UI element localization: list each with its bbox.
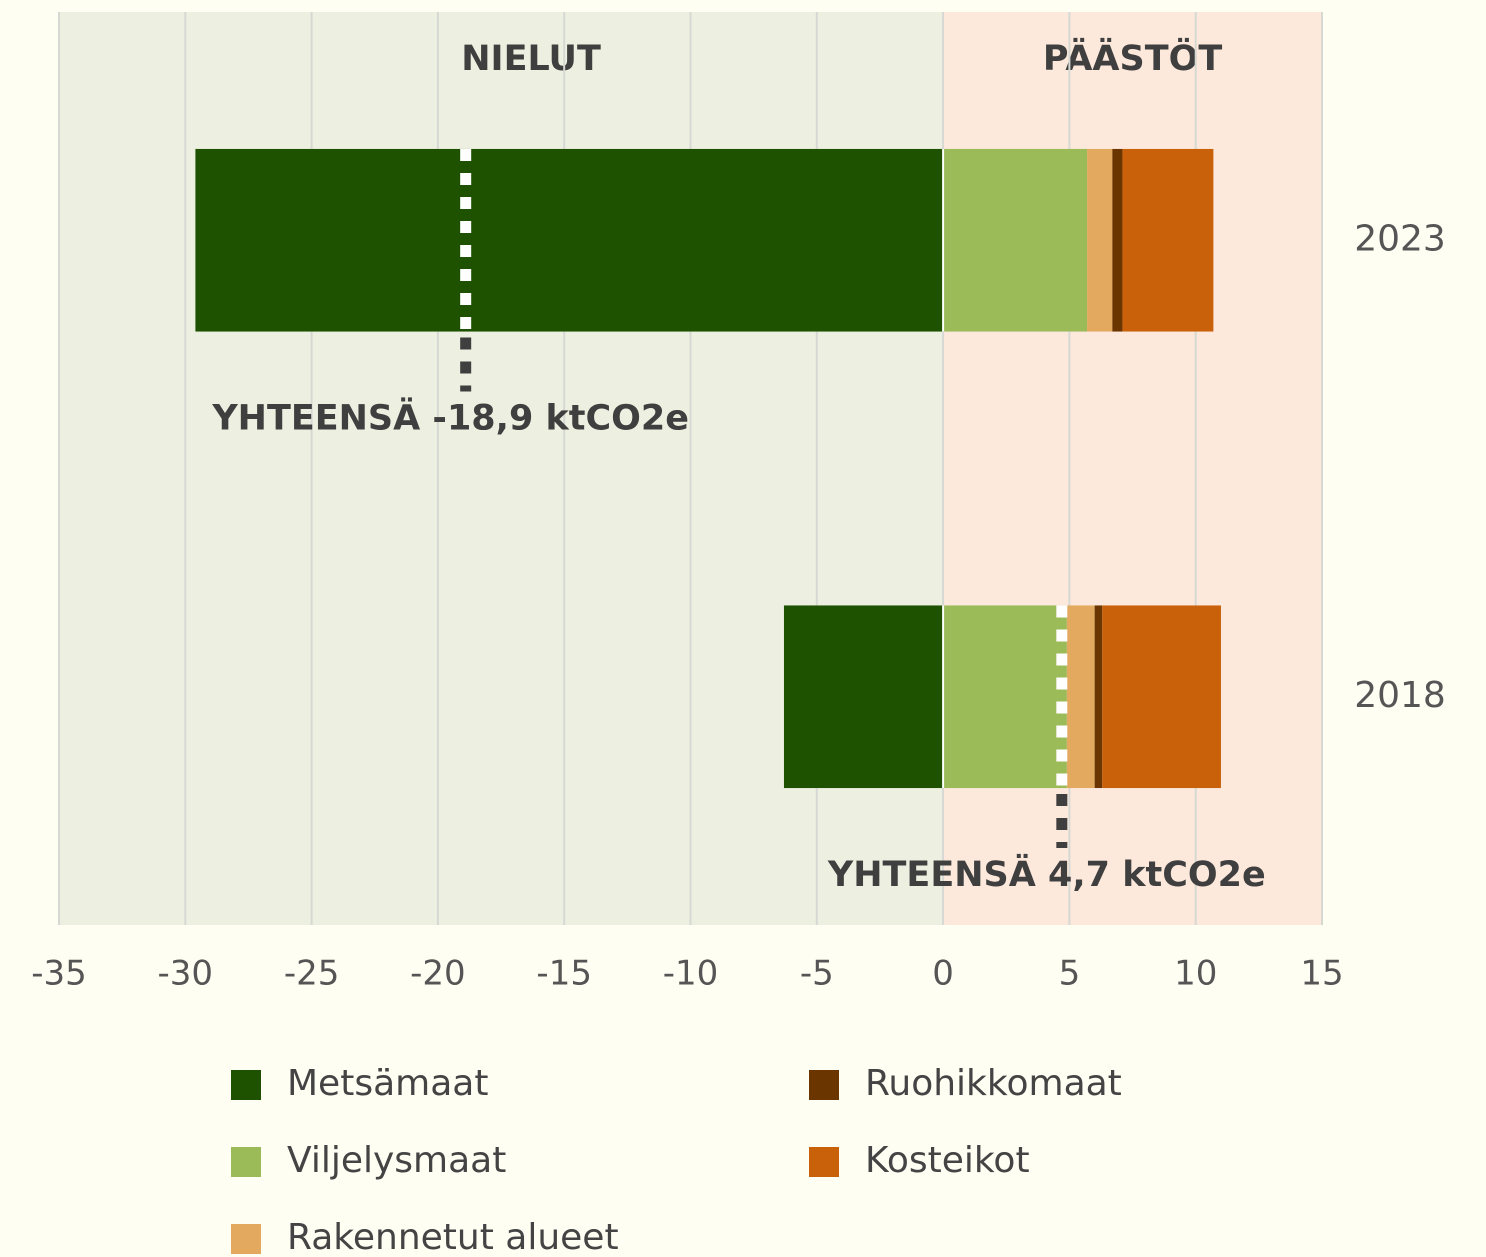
- x-tick-label: -5: [800, 954, 834, 994]
- bar-segment: [1122, 148, 1214, 332]
- category-label: 2023: [1354, 218, 1446, 259]
- x-tick-label: -15: [536, 954, 592, 994]
- bar-segment: [1112, 148, 1123, 332]
- legend-swatch: [809, 1070, 839, 1100]
- bar-segment: [943, 605, 1067, 789]
- bar-segment: [1102, 605, 1221, 789]
- legend-swatch: [809, 1147, 839, 1177]
- x-tick-label: 10: [1174, 954, 1217, 994]
- region-label: NIELUT: [461, 39, 601, 79]
- x-tick-label: 15: [1300, 954, 1343, 994]
- x-tick-label: 5: [1059, 954, 1081, 994]
- total-annotation: YHTEENSÄ -18,9 ktCO2e: [211, 397, 689, 439]
- bar-segment: [943, 148, 1088, 332]
- bar-segment: [1087, 148, 1113, 332]
- legend-label: Ruohikkomaat: [865, 1063, 1122, 1104]
- legend-label: Rakennetut alueet: [287, 1217, 619, 1257]
- x-tick-label: -35: [31, 954, 87, 994]
- bar-segment: [1094, 605, 1103, 789]
- legend-label: Viljelysmaat: [287, 1140, 506, 1181]
- legend-swatch: [231, 1224, 261, 1254]
- x-tick-label: -30: [158, 954, 214, 994]
- bar-segment: [1066, 605, 1095, 789]
- legend-swatch: [231, 1070, 261, 1100]
- x-tick-label: 0: [932, 954, 954, 994]
- category-label: 2018: [1354, 675, 1446, 716]
- x-tick-label: -20: [410, 954, 466, 994]
- bar-segment: [195, 148, 944, 332]
- legend-swatch: [231, 1147, 261, 1177]
- total-annotation: YHTEENSÄ 4,7 ktCO2e: [827, 853, 1266, 895]
- region-label: PÄÄSTÖT: [1043, 37, 1222, 79]
- x-tick-label: -10: [663, 954, 719, 994]
- x-tick-label: -25: [284, 954, 340, 994]
- legend-label: Kosteikot: [865, 1140, 1030, 1181]
- legend-label: Metsämaat: [287, 1063, 488, 1104]
- bar-segment: [783, 605, 944, 789]
